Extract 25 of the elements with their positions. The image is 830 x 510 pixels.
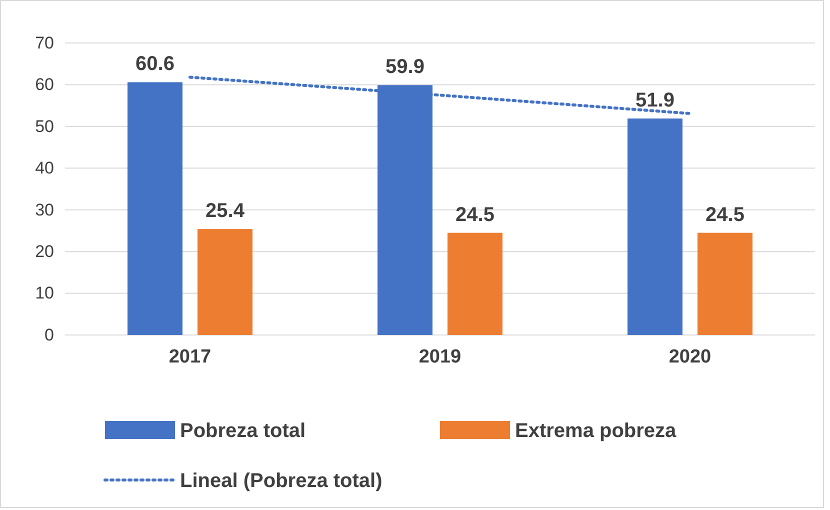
y-tick-label: 70 xyxy=(35,33,54,52)
legend-label: Pobreza total xyxy=(180,420,306,442)
bar xyxy=(628,118,682,335)
data-label: 25.4 xyxy=(206,200,246,222)
bar xyxy=(128,82,182,335)
bar xyxy=(448,232,502,335)
y-tick-label: 40 xyxy=(35,158,54,178)
data-label: 60.6 xyxy=(136,53,174,76)
y-tick-label: 30 xyxy=(35,200,54,220)
y-tick-label: 10 xyxy=(35,284,54,303)
x-tick-label: 2019 xyxy=(418,346,462,368)
legend-label: Lineal (Pobreza total) xyxy=(180,470,382,492)
x-tick-label: 2020 xyxy=(668,346,712,368)
y-tick-label: 20 xyxy=(35,242,54,262)
data-label: 24.5 xyxy=(706,204,744,226)
y-tick-label: 50 xyxy=(35,116,54,136)
x-tick-label: 2017 xyxy=(168,346,212,368)
data-label: 59.9 xyxy=(386,56,424,78)
bar xyxy=(198,229,252,335)
data-label: 51.9 xyxy=(636,90,674,112)
bar xyxy=(698,232,752,335)
y-tick-label: 0 xyxy=(44,325,54,344)
data-label: 24.5 xyxy=(456,204,494,226)
legend-label: Extrema pobreza xyxy=(515,420,678,442)
y-tick-label: 60 xyxy=(35,75,54,94)
